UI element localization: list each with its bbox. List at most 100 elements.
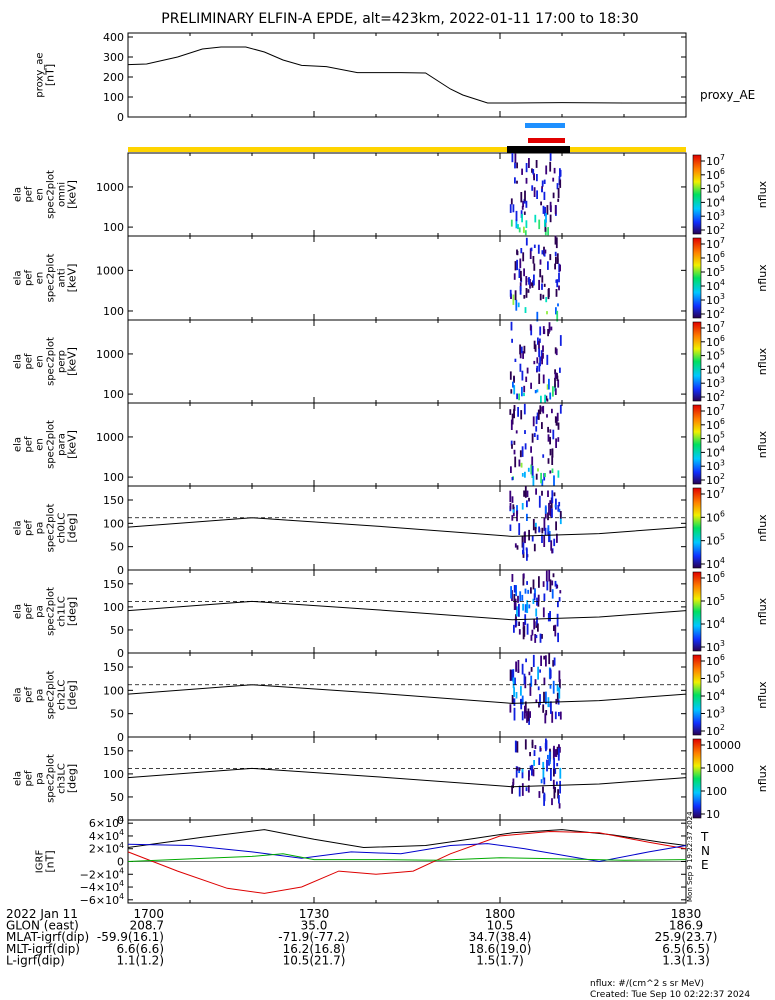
- heat-cell: [531, 535, 534, 542]
- heat-cell: [552, 779, 555, 789]
- heat-cell: [537, 409, 540, 420]
- ylabel-line: pa: [35, 605, 46, 617]
- heat-cell: [545, 570, 548, 582]
- heat-cell: [533, 263, 536, 271]
- heat-cell: [542, 345, 544, 352]
- heat-cell: [518, 523, 521, 535]
- colorbar-strip: [692, 738, 702, 819]
- panel-ylabel: ela pef pa spec2plot ch2LC[deg]: [13, 671, 79, 720]
- heat-cell: [513, 449, 516, 455]
- heat-cell: [543, 793, 546, 802]
- heat-cell: [556, 253, 559, 263]
- heat-cell: [531, 629, 534, 636]
- heat-cell: [513, 698, 516, 706]
- ytick-label: 100: [103, 221, 124, 234]
- heat-cell: [539, 405, 542, 415]
- heat-cell: [541, 283, 543, 290]
- heat-cell: [513, 405, 516, 411]
- heat-cell: [531, 764, 533, 776]
- heat-cell: [527, 785, 530, 793]
- ylabel-line: proxy_ae: [35, 52, 46, 97]
- heat-cell: [536, 434, 539, 440]
- heat-cell: [540, 201, 542, 206]
- colorbar-tick-label: 102: [706, 472, 725, 487]
- heat-cell: [543, 691, 545, 703]
- heat-cell: [535, 473, 538, 480]
- ytick-label: 6×104: [89, 815, 124, 830]
- heat-cell: [558, 687, 561, 699]
- heat-cell: [545, 213, 547, 223]
- heat-cell: [556, 763, 559, 767]
- heat-cell: [559, 367, 561, 373]
- heat-cell: [515, 620, 518, 627]
- heat-cell: [557, 437, 560, 442]
- heat-cell: [538, 279, 540, 290]
- heat-cell: [509, 409, 512, 415]
- heat-cell: [541, 250, 544, 255]
- heat-cell: [537, 337, 539, 345]
- ytick-label: 0: [117, 731, 124, 744]
- heat-cell: [511, 152, 514, 163]
- heat-cell: [530, 446, 532, 453]
- heat-cell: [536, 389, 539, 393]
- panel-frame: [127, 235, 687, 321]
- heat-cell: [559, 590, 562, 594]
- heat-cell: [522, 200, 524, 207]
- colorbar: 106 105 104 103 nflux: [692, 570, 769, 654]
- heat-cell: [514, 358, 517, 362]
- legend-label: proxy_AE: [700, 88, 755, 102]
- heat-cell: [527, 589, 530, 594]
- heat-cell: [521, 768, 524, 773]
- heat-cell: [513, 598, 516, 610]
- heat-cell: [553, 167, 556, 174]
- loss-cone-line: [127, 767, 687, 788]
- heat-cell: [555, 348, 558, 356]
- heat-cell: [533, 340, 536, 349]
- panel-ylabel: ela pef pa spec2plot ch3LC[deg]: [13, 754, 79, 803]
- heat-cell: [537, 666, 539, 680]
- heat-cell: [531, 185, 534, 191]
- heat-cell: [542, 405, 545, 414]
- heat-cell: [522, 542, 525, 554]
- series-N: [127, 830, 687, 894]
- ytick-label: 150: [103, 745, 124, 758]
- colorbar-tick-label: 106: [706, 250, 725, 265]
- heat-cell: [532, 475, 535, 486]
- heat-cell: [533, 619, 536, 630]
- ytick-label: 0: [117, 564, 124, 577]
- ytick-label: 100: [103, 517, 124, 530]
- ytick-label: 150: [103, 661, 124, 674]
- heat-cell: [548, 570, 551, 582]
- ylabel-line: pef: [24, 687, 35, 704]
- heat-cell: [552, 747, 555, 760]
- xaxis-row-value: 16.2(16.8): [283, 942, 346, 956]
- heat-cell: [541, 406, 544, 412]
- heat-cell: [551, 490, 554, 504]
- heat-cell: [532, 579, 535, 590]
- heat-cell: [522, 622, 525, 630]
- ytick-label: 2×104: [89, 841, 124, 856]
- heat-cell: [511, 338, 513, 343]
- ylabel-line: [keV]: [66, 264, 79, 293]
- heat-cell: [549, 505, 552, 517]
- colorbar-label: nflux: [756, 514, 769, 542]
- heat-cell: [534, 214, 537, 223]
- heat-cell: [521, 663, 524, 675]
- ytick-label: 0: [117, 111, 124, 124]
- heat-cell: [535, 416, 538, 425]
- heat-cell: [522, 551, 525, 558]
- colorbar-strip: [692, 487, 702, 569]
- xaxis-row-value: 25.9(23.7): [655, 930, 718, 944]
- heat-cell: [525, 787, 528, 792]
- ytick-label: 150: [103, 494, 124, 507]
- heat-cell: [543, 655, 546, 660]
- panel-igrf: IGRF[nT]6×1044×1042×1040−2×104−4×104−6×1…: [35, 815, 710, 907]
- colorbar-tick-label: 106: [706, 570, 725, 585]
- heat-cell: [538, 757, 541, 765]
- heat-cell: [516, 162, 518, 169]
- heat-cell: [510, 389, 513, 394]
- heat-cell: [541, 527, 544, 534]
- heat-cell: [541, 355, 543, 365]
- heat-cell: [521, 711, 524, 721]
- heat-cell: [518, 767, 521, 771]
